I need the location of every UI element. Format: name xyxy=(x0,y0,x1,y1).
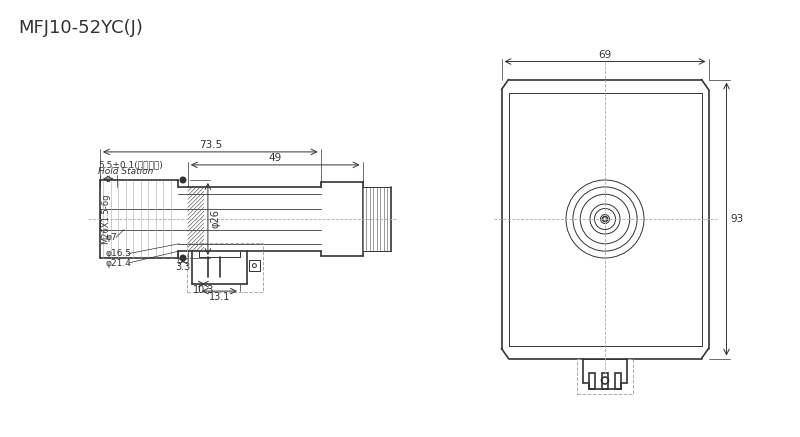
Text: 73.5: 73.5 xyxy=(198,140,222,150)
Circle shape xyxy=(180,177,186,183)
Text: M26X1.5-6g: M26X1.5-6g xyxy=(102,194,110,244)
Text: MFJ10-52YC(J): MFJ10-52YC(J) xyxy=(18,19,143,37)
Text: φ21.4: φ21.4 xyxy=(105,259,131,267)
Bar xyxy=(602,372,608,388)
Bar xyxy=(187,243,263,292)
Text: φ16.5: φ16.5 xyxy=(105,249,131,258)
Bar xyxy=(577,358,633,393)
Bar xyxy=(589,372,595,388)
Text: φ26: φ26 xyxy=(211,210,221,229)
Bar xyxy=(249,260,260,271)
Text: 13.1: 13.1 xyxy=(209,292,230,302)
Bar xyxy=(615,372,621,388)
Text: φ7: φ7 xyxy=(105,233,117,242)
Text: 10.3: 10.3 xyxy=(193,285,214,295)
Circle shape xyxy=(180,255,186,261)
Text: Hold Station: Hold Station xyxy=(98,167,154,176)
Text: 5.5±0.1(吸合位置): 5.5±0.1(吸合位置) xyxy=(98,160,162,169)
Text: 69: 69 xyxy=(598,49,612,59)
Text: 3.3: 3.3 xyxy=(175,262,190,272)
Text: 49: 49 xyxy=(269,153,282,163)
Text: 93: 93 xyxy=(730,214,744,224)
